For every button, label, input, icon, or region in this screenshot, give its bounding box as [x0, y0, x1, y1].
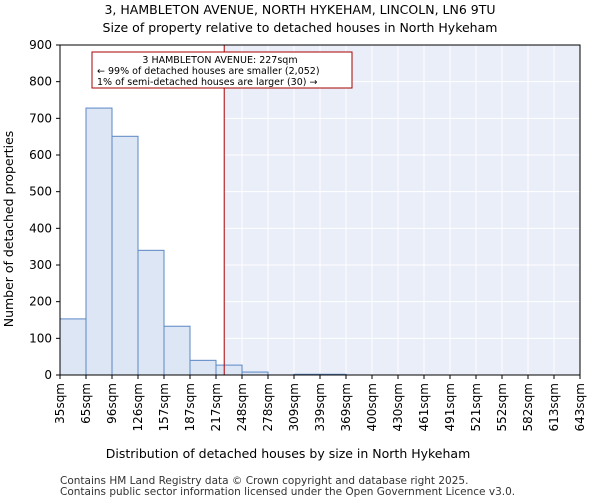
x-tick-label: 126sqm [131, 383, 145, 431]
annotation-box: 3 HAMBLETON AVENUE: 227sqm ← 99% of deta… [91, 51, 353, 89]
x-axis-label: Distribution of detached houses by size … [106, 446, 471, 461]
bar-217sqm [215, 364, 243, 376]
x-tick-label: 35sqm [53, 383, 67, 424]
x-tick-label: 248sqm [235, 383, 249, 431]
x-tick-label: 278sqm [261, 383, 275, 431]
annotation-frame [91, 51, 353, 89]
chart-title-line1: 3, HAMBLETON AVENUE, NORTH HYKEHAM, LINC… [104, 2, 495, 17]
footer-line1: Contains HM Land Registry data © Crown c… [60, 475, 468, 487]
x-tick-label: 217sqm [209, 383, 223, 431]
x-tick-label: 400sqm [365, 383, 379, 431]
x-tick-label: 552sqm [495, 383, 509, 431]
x-tick-label: 157sqm [157, 383, 171, 431]
y-tick-label: 600 [29, 148, 52, 162]
y-tick-label: 400 [29, 221, 52, 235]
x-tick-label: 613sqm [547, 383, 561, 431]
x-tick-label: 461sqm [417, 383, 431, 431]
y-axis: 0 100 200 300 400 500 600 700 800 900 [29, 38, 60, 382]
chart-title-line2: Size of property relative to detached ho… [103, 20, 498, 35]
x-tick-label: 65sqm [79, 383, 93, 424]
x-tick-label: 430sqm [391, 383, 405, 431]
y-axis-label: Number of detached properties [1, 131, 16, 328]
bar-187sqm [189, 359, 217, 376]
y-tick-label: 0 [44, 368, 52, 382]
shaded-region [224, 45, 581, 375]
bar-65sqm [85, 107, 113, 376]
x-tick-label: 96sqm [105, 383, 119, 424]
bar-96sqm [111, 135, 139, 376]
footer-line2: Contains public sector information licen… [60, 486, 515, 498]
bar-126sqm [137, 249, 165, 376]
y-tick-label: 800 [29, 75, 52, 89]
x-tick-label: 491sqm [443, 383, 457, 431]
y-tick-label: 700 [29, 111, 52, 125]
bar-35sqm [59, 318, 87, 376]
x-tick-label: 309sqm [287, 383, 301, 431]
x-tick-label: 339sqm [313, 383, 327, 431]
plot-frame [59, 44, 581, 376]
y-tick-label: 200 [29, 295, 52, 309]
bars-group [59, 107, 347, 376]
x-axis: 35sqm 65sqm 96sqm 126sqm 157sqm 187sqm 217sqm 2… [53, 375, 587, 431]
x-tick-label: 521sqm [469, 383, 483, 431]
x-tick-label: 187sqm [183, 383, 197, 431]
y-tick-label: 100 [29, 331, 52, 345]
annotation-line3: 1% of semi-detached houses are larger (3… [97, 77, 317, 88]
x-tick-label: 643sqm [573, 383, 587, 431]
y-tick-label: 900 [29, 38, 52, 52]
x-tick-label: 582sqm [521, 383, 535, 431]
annotation-line2: ← 99% of detached houses are smaller (2,… [97, 66, 320, 77]
bar-157sqm [163, 325, 191, 376]
y-tick-label: 300 [29, 258, 52, 272]
y-tick-label: 500 [29, 185, 52, 199]
annotation-line1: 3 HAMBLETON AVENUE: 227sqm [142, 55, 297, 66]
x-tick-label: 369sqm [339, 383, 353, 431]
